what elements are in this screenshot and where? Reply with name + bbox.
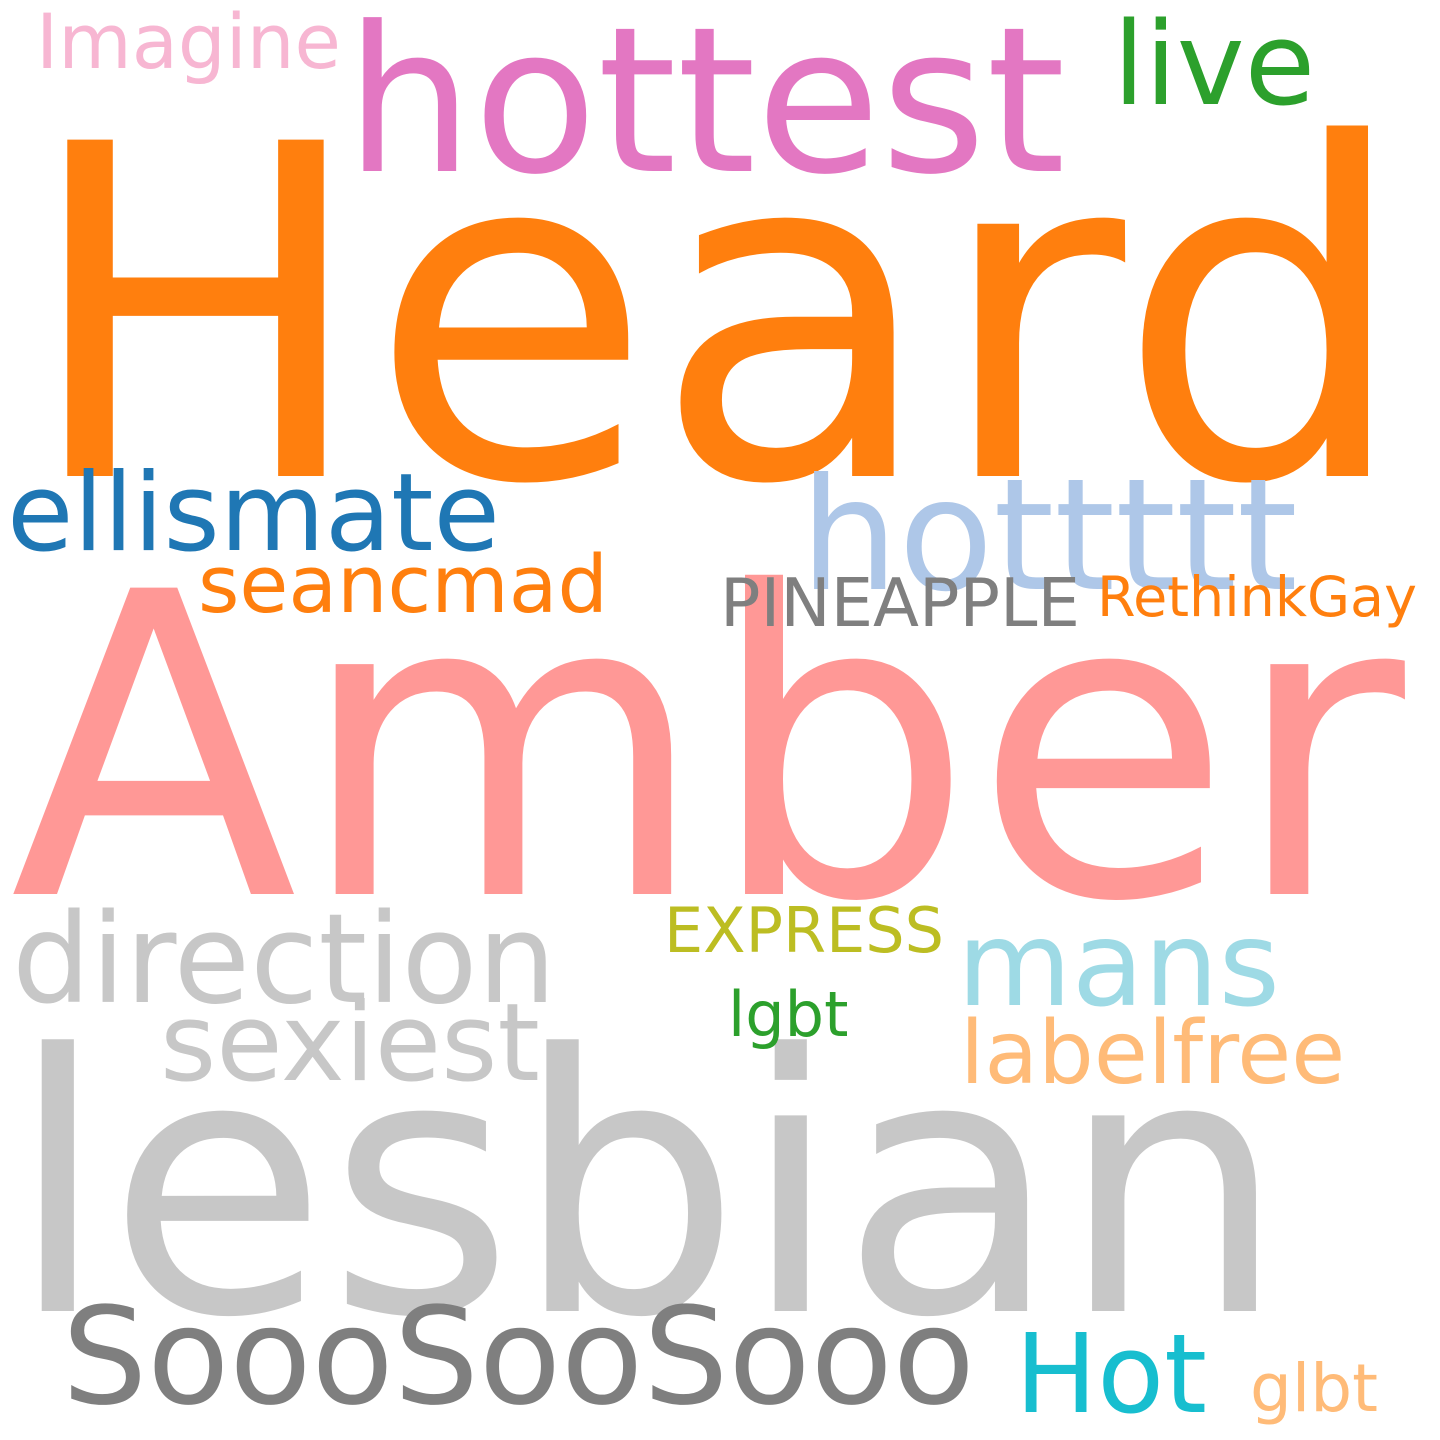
word-lesbian: lesbian — [8, 980, 1287, 1396]
word-lgbt: lgbt — [728, 978, 849, 1051]
word-hottttt: hottttt — [800, 445, 1298, 626]
word-imagine: Imagine — [36, 0, 341, 86]
word-direction: direction — [12, 888, 557, 1032]
word-pineapple: PINEAPPLE — [720, 564, 1080, 642]
word-rethinkgay: RethinkGay — [1097, 565, 1417, 630]
word-labelfree: labelfree — [960, 1002, 1346, 1104]
word-ellismate: ellismate — [7, 451, 500, 576]
word-hottest: hottest — [345, 0, 1066, 219]
word-heard: Heard — [22, 48, 1410, 585]
word-hot: Hot — [1015, 1311, 1207, 1438]
word-live: live — [1113, 0, 1316, 132]
word-glbt: glbt — [1250, 1350, 1378, 1427]
word-sooo: SoooSooSooo — [62, 1278, 975, 1435]
word-express: EXPRESS — [664, 894, 944, 967]
word-sexiest: sexiest — [160, 981, 540, 1106]
word-seancmad: seancmad — [198, 538, 608, 631]
word-mans: mans — [957, 896, 1280, 1033]
word-amber: Amber — [10, 505, 1405, 994]
